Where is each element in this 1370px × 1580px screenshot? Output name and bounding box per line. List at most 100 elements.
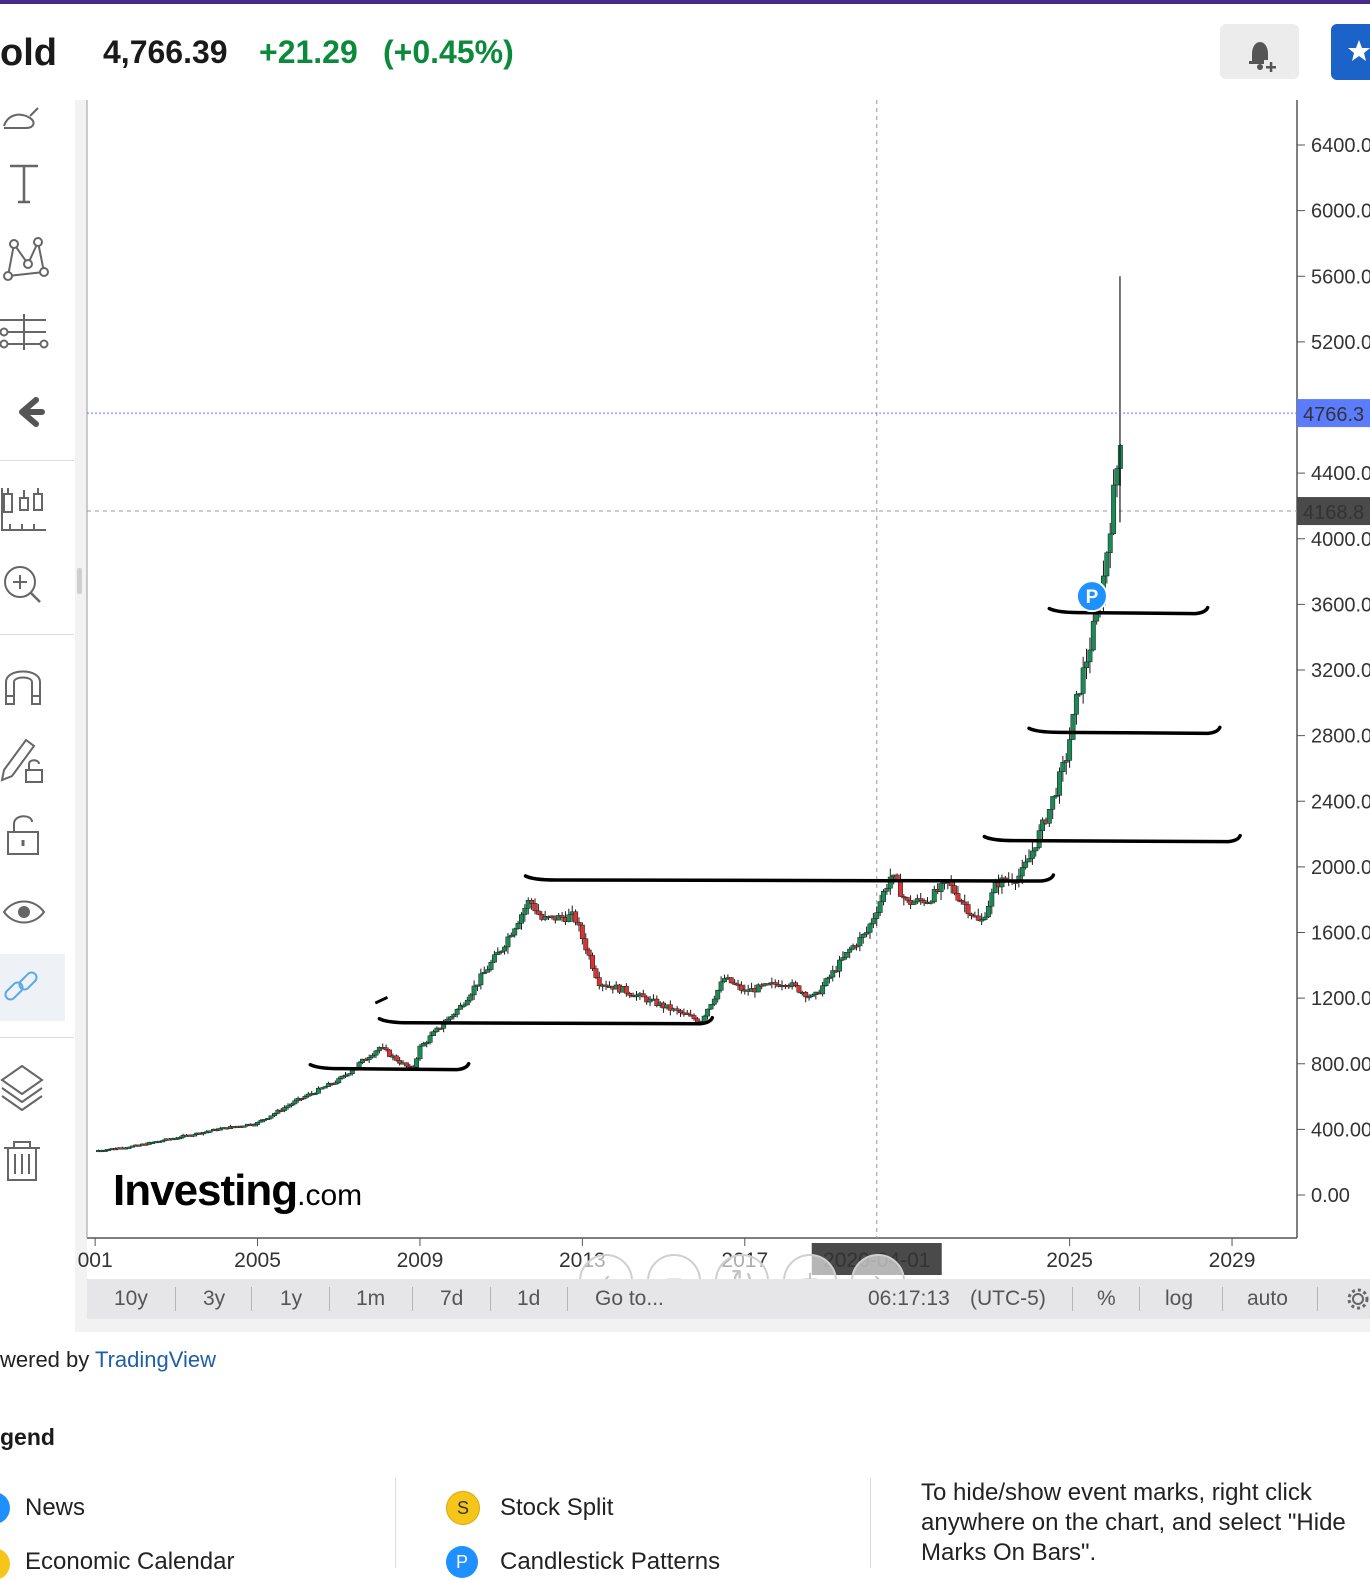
- range-3y[interactable]: 3y: [203, 1287, 226, 1310]
- candle-up: [427, 1035, 433, 1043]
- toolbar-separator: [0, 1037, 74, 1038]
- create-alert-button[interactable]: [1220, 24, 1299, 79]
- candle-up: [424, 1042, 430, 1045]
- crosshair-price-label: 4168.8: [1303, 502, 1364, 524]
- candle-up: [830, 970, 836, 978]
- range-1y[interactable]: 1y: [280, 1287, 303, 1310]
- layers-tool[interactable]: [0, 1056, 64, 1120]
- text-tool[interactable]: [0, 152, 64, 216]
- candle-up: [515, 923, 521, 930]
- candle-up: [823, 978, 829, 986]
- y-tick-label: 4400.0: [1311, 463, 1370, 485]
- candle-up: [810, 994, 815, 997]
- watchlist-button[interactable]: [1331, 24, 1370, 80]
- remove-tool[interactable]: [0, 1132, 64, 1196]
- candle-up: [258, 1120, 264, 1123]
- candle-up: [302, 1096, 308, 1099]
- candle-down: [667, 1004, 673, 1011]
- candle-down: [678, 1010, 683, 1014]
- range-separator: [490, 1287, 491, 1311]
- news-badge-icon: [0, 1492, 10, 1524]
- range-7d[interactable]: 7d: [440, 1287, 464, 1310]
- lock-tool[interactable]: [0, 802, 64, 866]
- auto-scale-toggle[interactable]: auto: [1247, 1287, 1288, 1310]
- candle-up: [282, 1107, 288, 1111]
- candle-up: [349, 1070, 355, 1074]
- prediction-tool[interactable]: [0, 304, 64, 368]
- candle-up: [870, 918, 876, 925]
- y-tick-label: 5200.0: [1311, 332, 1370, 354]
- range-separator: [251, 1287, 252, 1311]
- gear-icon[interactable]: [1345, 1286, 1370, 1312]
- candle-up: [288, 1103, 294, 1106]
- candle-up: [867, 923, 873, 933]
- candle-up: [1050, 796, 1056, 810]
- candle-up: [820, 985, 826, 995]
- price-change-percent: (+0.45%): [383, 34, 514, 70]
- candle-up: [1046, 809, 1052, 824]
- candle-up: [1063, 760, 1069, 763]
- brush-tool[interactable]: [0, 92, 64, 156]
- long-position-tool[interactable]: [0, 480, 64, 544]
- trash-icon: [4, 1141, 40, 1181]
- candle-up: [985, 906, 991, 918]
- eye-icon: [2, 900, 46, 924]
- bell-plus-icon: [1249, 42, 1278, 74]
- pattern-icon: [3, 237, 49, 281]
- candle-down: [363, 1058, 369, 1061]
- brush-icon: [3, 107, 39, 129]
- candle-down: [853, 945, 859, 948]
- candle-up: [265, 1117, 271, 1120]
- zoom-in-tool[interactable]: [0, 552, 64, 616]
- x-tick-label: 2029: [1209, 1249, 1256, 1272]
- log-scale-toggle[interactable]: log: [1165, 1287, 1194, 1310]
- candle-down: [393, 1055, 399, 1061]
- last-price: 4,766.39: [103, 34, 228, 70]
- candle-up: [1090, 620, 1096, 651]
- candle-up: [217, 1128, 223, 1131]
- sync-tool[interactable]: [0, 954, 65, 1021]
- candle-up: [1053, 795, 1059, 798]
- tradingview-link[interactable]: TradingView: [94, 1347, 217, 1372]
- candle-up: [458, 1005, 464, 1010]
- candle-up: [292, 1100, 298, 1105]
- goto-button[interactable]: Go to...: [595, 1287, 664, 1310]
- candle-up: [1033, 847, 1039, 852]
- magnet-tool[interactable]: [0, 652, 64, 716]
- candle-down: [955, 893, 961, 901]
- range-1d[interactable]: 1d: [517, 1287, 541, 1310]
- candle-down: [437, 1027, 443, 1030]
- candle-up: [989, 892, 995, 907]
- candle-up: [346, 1073, 352, 1076]
- candle-down: [579, 924, 585, 939]
- back-tool[interactable]: [0, 380, 64, 444]
- candle-up: [268, 1115, 274, 1119]
- candle-up: [1029, 850, 1035, 859]
- candle-up: [519, 914, 524, 924]
- candle-up: [843, 951, 849, 958]
- y-tick-label: 2000.0: [1311, 857, 1370, 879]
- candle-up: [451, 1014, 457, 1018]
- drawn-support-line: [377, 1015, 715, 1026]
- hide-tool[interactable]: [0, 880, 64, 944]
- candle-down: [793, 982, 798, 986]
- timezone-button[interactable]: (UTC-5): [970, 1287, 1046, 1310]
- candle-down: [766, 983, 771, 986]
- x-tick-label: 001: [78, 1249, 113, 1272]
- range-10y[interactable]: 10y: [114, 1287, 148, 1310]
- candle-up: [508, 934, 514, 938]
- candle-up: [356, 1062, 362, 1068]
- pattern-tool[interactable]: [0, 228, 64, 292]
- stay-in-drawing-tool[interactable]: [0, 726, 64, 790]
- candle-down: [958, 900, 964, 903]
- candle-up: [1080, 667, 1086, 694]
- candle-up: [468, 994, 474, 1001]
- candle-down: [623, 986, 629, 994]
- percent-scale-toggle[interactable]: %: [1097, 1287, 1116, 1310]
- price-chart[interactable]: 6400.0 6000.0 5600.0 5200.0 4400.0 4000.0 3600…: [75, 100, 1370, 1332]
- range-1m[interactable]: 1m: [356, 1287, 386, 1310]
- candle-up: [881, 891, 886, 902]
- chart-container[interactable]: 6400.0 6000.0 5600.0 5200.0 4400.0 4000.0 3600…: [75, 100, 1370, 1332]
- candle-up: [512, 928, 518, 936]
- pattern-event-label: P: [1086, 587, 1099, 608]
